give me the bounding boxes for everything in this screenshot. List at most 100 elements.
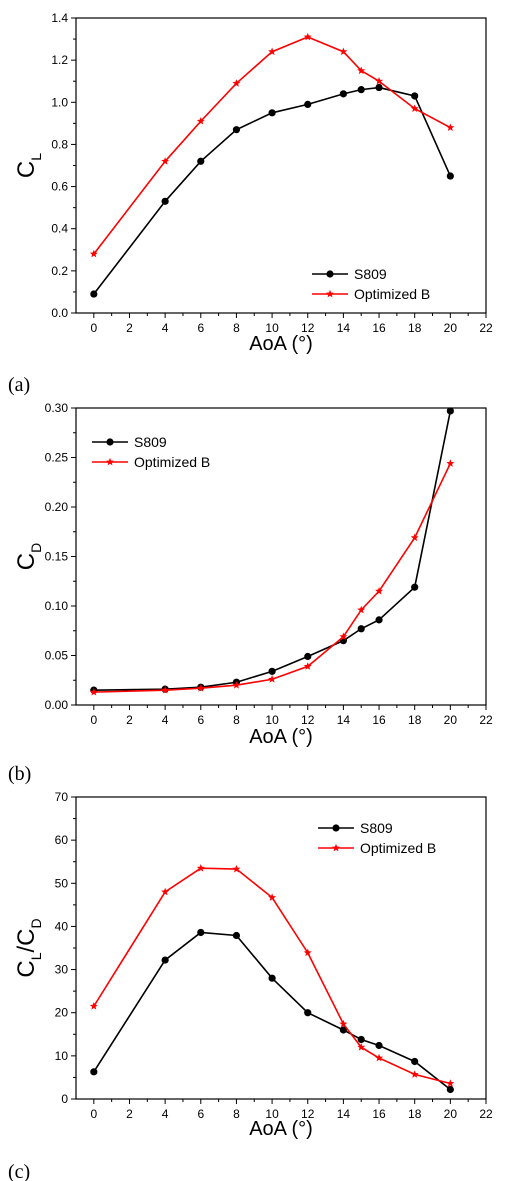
data-point [375, 83, 383, 92]
series-s809 [90, 407, 454, 694]
x-tick-label: 0 [90, 321, 97, 335]
data-point [410, 533, 419, 542]
data-point [410, 104, 419, 113]
data-point [446, 407, 454, 415]
data-point [161, 197, 169, 205]
data-point [161, 887, 170, 896]
data-point [268, 47, 277, 56]
y-axis-label: CL [13, 153, 44, 178]
data-point [196, 117, 205, 125]
series-optimized-b [89, 32, 455, 258]
data-point [357, 605, 366, 614]
x-tick-label: 16 [372, 321, 386, 335]
x-tick-label: 12 [301, 321, 315, 335]
y-tick-label: 0.10 [45, 599, 69, 613]
x-tick-label: 10 [265, 321, 279, 335]
legend-label: S809 [134, 434, 167, 450]
x-tick-label: 22 [479, 713, 493, 727]
x-tick-label: 20 [444, 1107, 458, 1121]
x-tick-label: 14 [337, 1107, 351, 1121]
chart-panel-3: 0 2 4 6 8 10 12 14 16 18 20 22 0 10 20 30 40 50 60 70 AoA (°… [8, 790, 493, 1181]
y-tick-label: 20 [55, 1006, 69, 1020]
y-tick-label: 40 [55, 919, 69, 933]
x-tick-label: 6 [197, 321, 204, 335]
y-tick-label: 1.0 [51, 95, 68, 109]
x-tick-label: 10 [265, 1107, 279, 1121]
data-point [410, 1070, 419, 1078]
data-point [268, 667, 276, 675]
series-line [93, 36, 451, 255]
x-tick-label: 0 [90, 1107, 97, 1121]
data-point [446, 1079, 455, 1087]
y-tick-label: 0.20 [45, 500, 69, 514]
data-point [357, 1043, 366, 1051]
x-axis-label: AoA (°) [249, 726, 313, 748]
legend-marker [106, 457, 114, 466]
panel-label: (b) [8, 763, 31, 785]
y-tick-label: 0.25 [45, 451, 69, 465]
y-tick-label: 0.4 [51, 222, 68, 236]
data-point [268, 675, 277, 683]
x-tick-label: 8 [233, 713, 240, 727]
data-point [196, 863, 205, 872]
data-point [89, 1002, 98, 1010]
data-point [232, 126, 241, 134]
data-point [339, 1026, 347, 1034]
series-line [93, 86, 452, 295]
data-point [232, 681, 241, 689]
legend-marker [332, 824, 340, 832]
y-tick-label: 50 [55, 876, 69, 890]
data-point [161, 685, 170, 694]
data-point [339, 1019, 348, 1028]
x-tick-label: 16 [372, 713, 386, 727]
y-tick-label: 0.00 [45, 698, 69, 712]
data-point [161, 157, 170, 165]
plot-frame [75, 17, 487, 314]
legend-label: S809 [354, 266, 387, 282]
data-point [446, 459, 455, 467]
data-point [197, 928, 205, 937]
x-axis-label: AoA (°) [249, 333, 313, 355]
chart-panel-1: 0 2 4 6 8 10 12 14 16 18 20 22 0.0 0.2 0.4 0.6 0.8 1.0 1.2… [8, 11, 493, 396]
data-point [357, 1035, 365, 1044]
x-tick-label: 2 [126, 1107, 133, 1121]
data-point [89, 249, 98, 258]
legend-marker [106, 438, 114, 446]
series-s809 [90, 83, 454, 298]
data-point [90, 1068, 98, 1076]
x-tick-label: 22 [479, 321, 493, 335]
legend-marker [326, 270, 334, 278]
legend: S809 Optimized B [312, 266, 430, 302]
x-tick-label: 12 [301, 1107, 315, 1121]
panel-label: (c) [8, 1161, 30, 1181]
data-point [232, 864, 241, 873]
data-point [339, 47, 348, 56]
y-axis-label: CD [13, 543, 44, 570]
legend-marker [332, 843, 340, 852]
legend-label: Optimized B [360, 840, 436, 856]
x-tick-label: 18 [408, 1107, 422, 1121]
data-point [196, 683, 205, 692]
data-point [90, 290, 98, 298]
y-tick-label: 10 [55, 1049, 69, 1063]
y-tick-label: 0.0 [51, 306, 68, 320]
y-axis-label: CL/CD [13, 918, 44, 977]
data-point [304, 100, 312, 108]
data-point [411, 92, 419, 100]
x-tick-label: 6 [197, 713, 204, 727]
x-tick-label: 20 [444, 321, 458, 335]
y-tick-label: 0.6 [51, 180, 68, 194]
data-point [375, 1041, 383, 1050]
y-tick-label: 60 [55, 833, 69, 847]
x-tick-label: 8 [233, 321, 240, 335]
x-tick-label: 18 [408, 713, 422, 727]
series-optimized-b [89, 459, 455, 696]
data-point [375, 586, 384, 595]
series-line [93, 410, 452, 691]
data-point [304, 652, 312, 661]
x-tick-label: 18 [408, 321, 422, 335]
y-tick-label: 0.05 [45, 649, 69, 663]
x-tick-label: 22 [479, 1107, 493, 1121]
data-point [232, 931, 241, 940]
